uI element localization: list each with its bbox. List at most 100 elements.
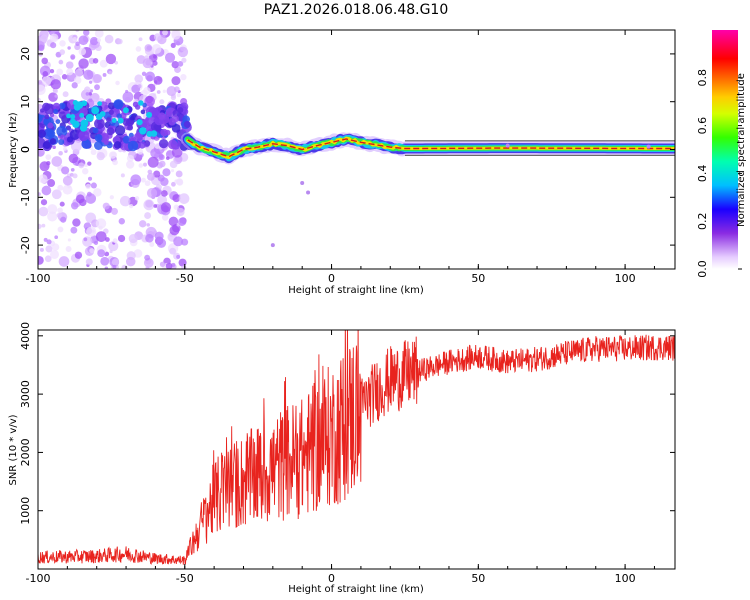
noise-blob xyxy=(94,30,104,38)
x-tick-label: -50 xyxy=(176,272,194,285)
noise-blob xyxy=(157,174,165,182)
isolated-dot xyxy=(505,143,510,148)
noise-blob xyxy=(153,170,161,178)
noise-blob xyxy=(144,254,151,261)
noise-blob xyxy=(153,75,163,85)
noise-blob xyxy=(159,261,166,267)
hot-spot xyxy=(73,103,81,111)
noise-blob xyxy=(151,44,162,54)
noise-blob xyxy=(161,214,169,221)
noise-blob xyxy=(104,266,109,269)
colorbar: 0.0 0.2 0.4 0.6 0.8 Normalized spectral ampl… xyxy=(696,30,747,278)
noise-blob xyxy=(40,199,48,206)
y-tick-label-zero: 0 xyxy=(19,146,32,153)
noise-blob xyxy=(177,46,189,58)
noise-blob xyxy=(84,163,88,168)
hot-spot xyxy=(91,106,100,115)
spectrogram-y-label: Frequency (Hz) xyxy=(8,112,19,188)
noise-blob xyxy=(57,184,64,191)
cluster-blob xyxy=(93,141,103,150)
noise-blob xyxy=(45,245,53,253)
noise-blob xyxy=(172,194,181,203)
y-tick-label: 10 xyxy=(19,95,32,109)
noise-blob xyxy=(38,192,41,196)
noise-blob xyxy=(84,86,91,93)
cluster-blob xyxy=(43,119,49,125)
noise-blob xyxy=(104,34,114,44)
y-tick-label: -10 xyxy=(19,188,32,206)
noise-blob xyxy=(154,231,164,241)
hot-spot xyxy=(72,99,79,106)
cluster-blob xyxy=(58,138,65,145)
noise-blob xyxy=(145,234,154,243)
noise-blob xyxy=(147,156,159,168)
noise-blob xyxy=(89,36,99,46)
hot-spot xyxy=(139,127,147,135)
hot-spot xyxy=(138,100,144,106)
noise-blob xyxy=(161,190,168,197)
noise-blob xyxy=(42,71,49,77)
noise-blob xyxy=(137,84,142,89)
y-tick-label: 4000 xyxy=(19,322,32,350)
cluster-blob xyxy=(47,122,54,129)
noise-blob xyxy=(143,199,155,211)
noise-blob xyxy=(70,167,75,172)
noise-blob xyxy=(88,92,93,96)
noise-blob xyxy=(145,266,150,269)
noise-blob xyxy=(85,183,91,190)
cluster-blob xyxy=(42,141,51,149)
noise-blob xyxy=(51,189,62,200)
noise-blob xyxy=(93,240,99,246)
cluster-blob xyxy=(183,120,191,128)
noise-blob xyxy=(134,74,144,84)
noise-blob xyxy=(93,188,102,197)
noise-blob xyxy=(85,258,93,266)
noise-blob xyxy=(90,149,97,156)
noise-blob xyxy=(153,204,158,208)
noise-blob xyxy=(170,169,175,173)
noise-blob xyxy=(78,35,89,46)
noise-blob xyxy=(118,218,125,225)
noise-blob xyxy=(79,198,87,207)
snr-frame xyxy=(37,329,676,570)
cluster-blob xyxy=(116,113,122,119)
noise-blob xyxy=(46,239,52,245)
colorbar-tick-label: 0.6 xyxy=(696,117,709,135)
noise-blob xyxy=(138,163,144,168)
noise-blob xyxy=(74,68,84,78)
noise-blob xyxy=(38,174,48,184)
noise-blob xyxy=(162,168,171,177)
hot-spot xyxy=(150,130,158,137)
noise-blob xyxy=(39,161,50,172)
cluster-blob xyxy=(43,103,55,115)
noise-blob xyxy=(176,207,185,217)
noise-blob xyxy=(109,195,114,200)
noise-blob xyxy=(117,234,126,243)
cluster-blob xyxy=(103,140,109,146)
noise-blob xyxy=(51,243,60,251)
noise-blob xyxy=(117,38,123,45)
noise-blob xyxy=(169,247,177,255)
isolated-dot xyxy=(306,190,311,195)
cluster-blob xyxy=(122,135,131,144)
snr-marks xyxy=(38,330,675,565)
noise-blob xyxy=(170,42,176,48)
noise-blob xyxy=(71,82,78,89)
noise-blob xyxy=(40,149,45,153)
noise-blob xyxy=(164,52,176,63)
cluster-blob xyxy=(106,117,112,123)
noise-blob xyxy=(49,249,60,259)
noise-blob xyxy=(133,249,143,258)
noise-blob xyxy=(130,174,142,186)
noise-blob xyxy=(83,30,90,36)
noise-blob xyxy=(83,237,88,242)
x-tick-label: 0 xyxy=(328,572,335,585)
noise-blob xyxy=(70,202,79,210)
cluster-blob xyxy=(158,138,169,149)
noise-blob xyxy=(104,251,110,257)
noise-blob xyxy=(62,184,73,195)
spectrogram-x-ticks: -100 -50 0 50 100 xyxy=(26,30,655,285)
noise-blob xyxy=(59,201,65,207)
noise-blob xyxy=(146,187,158,199)
noise-blob xyxy=(51,156,63,167)
